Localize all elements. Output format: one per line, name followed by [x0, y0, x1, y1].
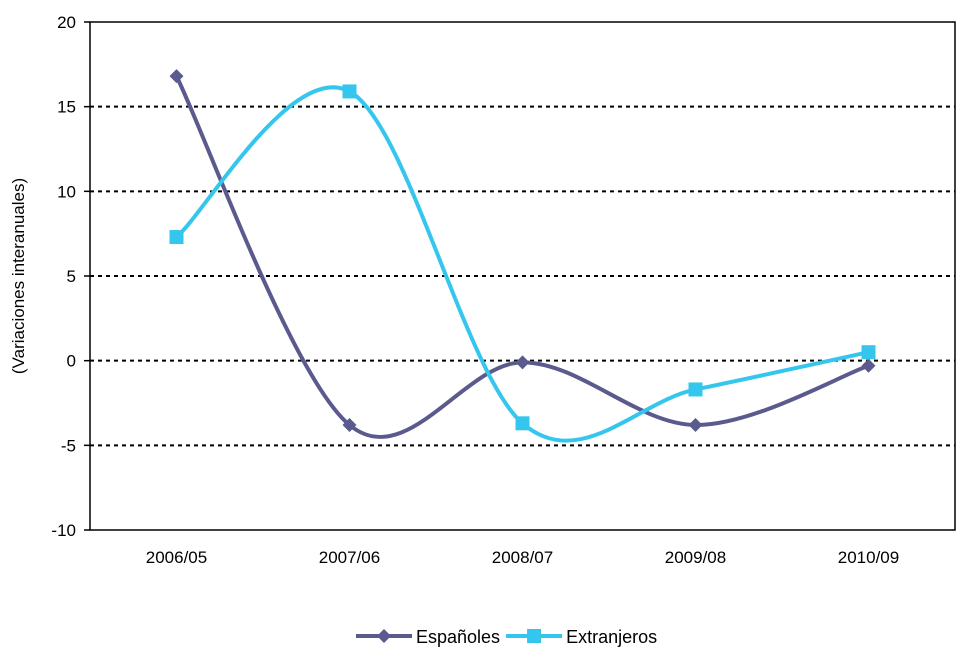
legend-marker: [527, 629, 542, 643]
x-tick-label: 2010/09: [838, 548, 899, 567]
data-point-0: [861, 358, 876, 373]
series-line-1: [175, 85, 869, 443]
x-tick-label: 2007/06: [319, 548, 380, 567]
y-tick-label: 20: [57, 13, 76, 32]
data-point-1: [169, 230, 184, 245]
data-point-0: [688, 418, 703, 433]
x-tick-label: 2009/08: [665, 548, 726, 567]
x-axis-ticks: 2006/05 2007/06 2008/07 2009/08 2010/09: [146, 548, 899, 567]
data-point-0: [169, 69, 184, 84]
y-tick-label: -5: [61, 436, 76, 455]
y-tick-label: 10: [57, 182, 76, 201]
data-point-1: [861, 345, 876, 360]
data-point-1: [688, 382, 703, 397]
series-markers: [169, 69, 876, 433]
legend-label: Extranjeros: [566, 627, 657, 647]
legend-label: Españoles: [416, 627, 500, 647]
x-tick-label: 2006/05: [146, 548, 207, 567]
legend-marker: [377, 629, 391, 643]
series-line-0: [174, 75, 870, 439]
y-tick-label: 5: [67, 267, 76, 286]
data-point-0: [342, 418, 357, 433]
x-tick-label: 2008/07: [492, 548, 553, 567]
data-point-1: [515, 416, 530, 431]
legend: Españoles Extranjeros: [356, 627, 657, 647]
y-tick-label: 0: [67, 352, 76, 371]
y-tick-label: -10: [51, 521, 76, 540]
data-point-1: [342, 84, 357, 99]
y-tick-label: 15: [57, 98, 76, 117]
series-lines: [174, 75, 870, 443]
data-point-0: [515, 355, 530, 370]
y-axis-title: (Variaciones interanuales): [9, 178, 28, 374]
y-axis-ticks: -10 -5 0 5 10 15 20: [51, 13, 90, 540]
